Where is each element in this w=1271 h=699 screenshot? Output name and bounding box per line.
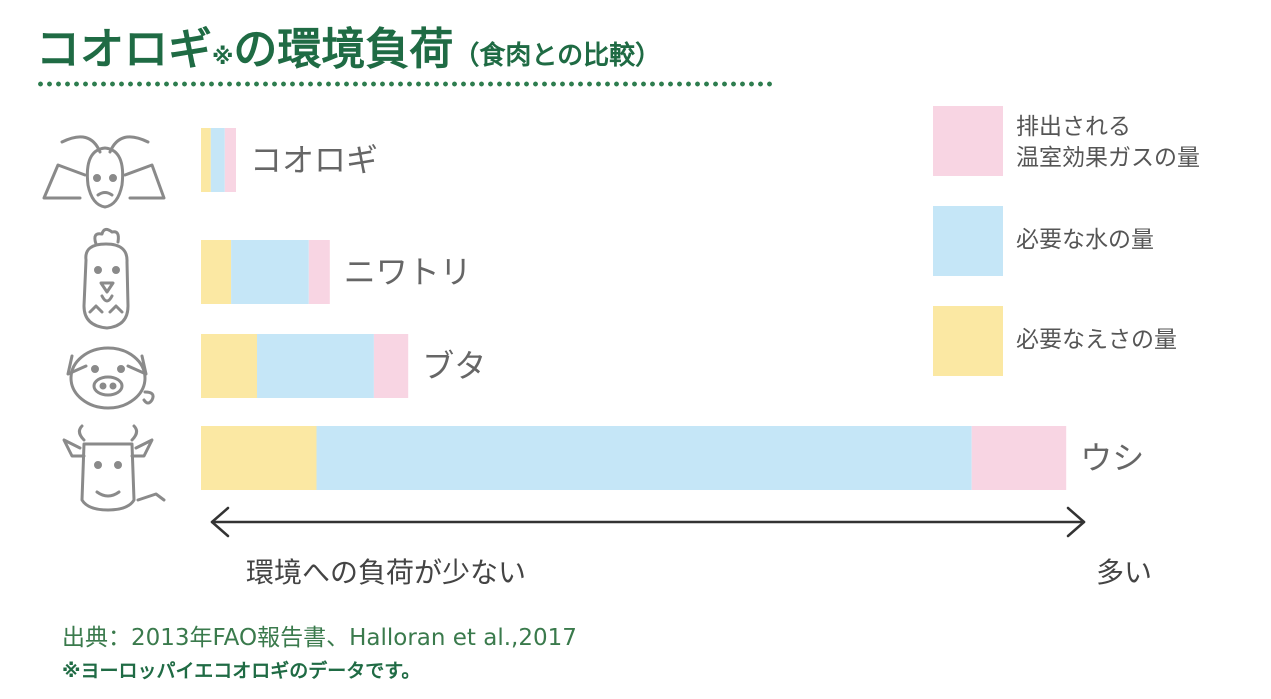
cricket-icon	[42, 135, 166, 209]
axis-low-label: 環境への負荷が少ない	[246, 556, 527, 589]
legend-label-greenhouse-gas: 排出される 温室効果ガスの量	[1016, 114, 1200, 171]
bar-chicken-water	[231, 240, 309, 304]
legend-swatch-water	[933, 206, 1003, 276]
bar-chicken-greenhouse-gas	[308, 240, 330, 304]
category-label-cricket: コオロギ	[250, 141, 378, 179]
source-citation: 出典：2013年FAO報告書、Halloran et al.,2017	[62, 625, 577, 651]
bar-cow-feed	[201, 426, 317, 490]
title-rest: の環境負荷	[233, 24, 454, 75]
bar-cricket-feed	[201, 128, 211, 192]
bar-chicken-feed	[201, 240, 232, 304]
bar-pig-greenhouse-gas	[373, 334, 409, 398]
title-note-mark: ※	[212, 45, 234, 70]
pig-icon	[66, 346, 155, 410]
dotted-divider	[36, 80, 774, 88]
bar-cow-greenhouse-gas	[971, 426, 1067, 490]
bar-cow-water	[316, 426, 972, 490]
category-label-chicken: ニワトリ	[344, 253, 472, 291]
category-label-cow: ウシ	[1080, 439, 1144, 477]
title-main: コオロギ	[36, 24, 212, 75]
bar-pig-feed	[201, 334, 257, 398]
bar-cricket-greenhouse-gas	[224, 128, 236, 192]
footnote: ※ヨーロッパイエコオロギのデータです。	[62, 660, 421, 682]
title-paren: （食肉との比較）	[453, 41, 662, 71]
scale-arrow	[210, 506, 1086, 538]
legend-label-feed: 必要なえさの量	[1016, 327, 1177, 353]
legend-swatch-feed	[933, 306, 1003, 376]
chicken-icon	[82, 227, 130, 330]
bars-group	[201, 128, 1067, 490]
cow-icon	[62, 424, 166, 512]
category-label-pig: ブタ	[422, 347, 486, 385]
legend-swatch-greenhouse-gas	[933, 106, 1003, 176]
axis-high-label: 多い	[1096, 556, 1153, 589]
legend-label-water: 必要な水の量	[1016, 227, 1154, 253]
bar-pig-water	[257, 334, 374, 398]
page-title: コオロギ※の環境負荷（食肉との比較）	[36, 22, 661, 86]
bar-cricket-water	[210, 128, 225, 192]
